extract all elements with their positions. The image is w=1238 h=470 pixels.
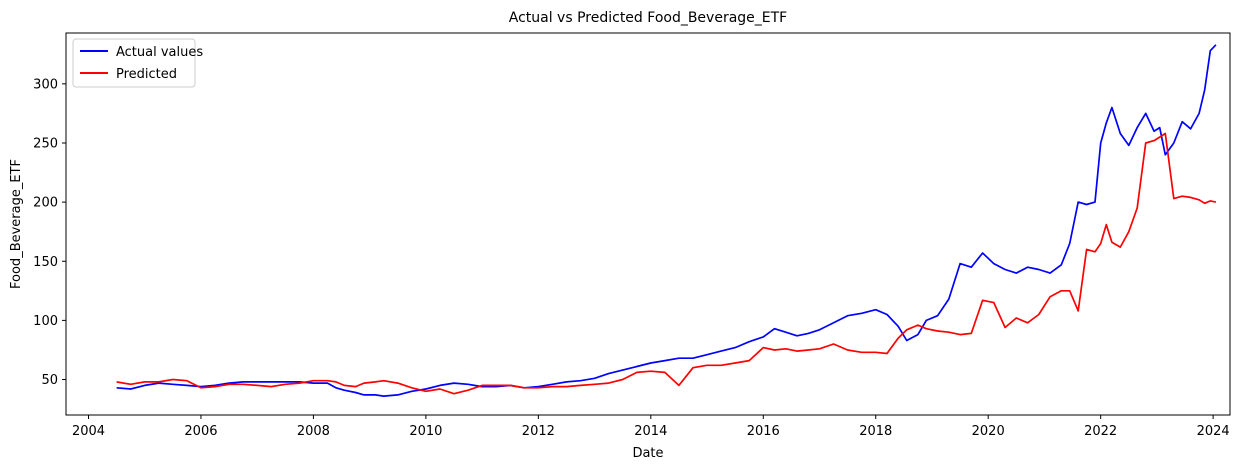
x-tick-label: 2016 <box>747 424 780 439</box>
x-tick-label: 2024 <box>1197 424 1230 439</box>
x-tick-label: 2022 <box>1084 424 1117 439</box>
x-tick-label: 2018 <box>859 424 892 439</box>
axes-frame <box>65 32 1231 416</box>
y-tick-label: 150 <box>33 255 58 270</box>
x-tick-label: 2020 <box>972 424 1005 439</box>
y-axis-ticks: 50 100 150 200 250 300 <box>33 77 66 388</box>
legend-label-predicted: Predicted <box>116 67 177 82</box>
y-tick-label: 50 <box>41 373 58 388</box>
x-tick-label: 2006 <box>184 424 217 439</box>
series-line-actual <box>116 44 1217 397</box>
x-tick-label: 2012 <box>522 424 555 439</box>
x-axis-ticks: 2004 2006 2008 2010 2012 2014 2016 2018 2020 2022… <box>72 415 1230 439</box>
legend-label-actual: Actual values <box>116 45 203 60</box>
x-tick-label: 2014 <box>634 424 667 439</box>
series-line-predicted <box>116 132 1217 395</box>
y-tick-label: 200 <box>33 196 58 211</box>
x-tick-label: 2004 <box>72 424 105 439</box>
legend: Actual values Predicted <box>72 38 203 88</box>
x-tick-label: 2010 <box>409 424 442 439</box>
y-tick-label: 250 <box>33 136 58 151</box>
x-axis-label: Date <box>632 446 663 461</box>
series-layer <box>116 44 1217 397</box>
y-tick-label: 100 <box>33 314 58 329</box>
plot-area <box>65 32 1231 416</box>
chart-title: Actual vs Predicted Food_Beverage_ETF <box>509 10 787 26</box>
x-tick-label: 2008 <box>297 424 330 439</box>
y-tick-label: 300 <box>33 77 58 92</box>
y-axis-label: Food_Beverage_ETF <box>9 159 24 289</box>
